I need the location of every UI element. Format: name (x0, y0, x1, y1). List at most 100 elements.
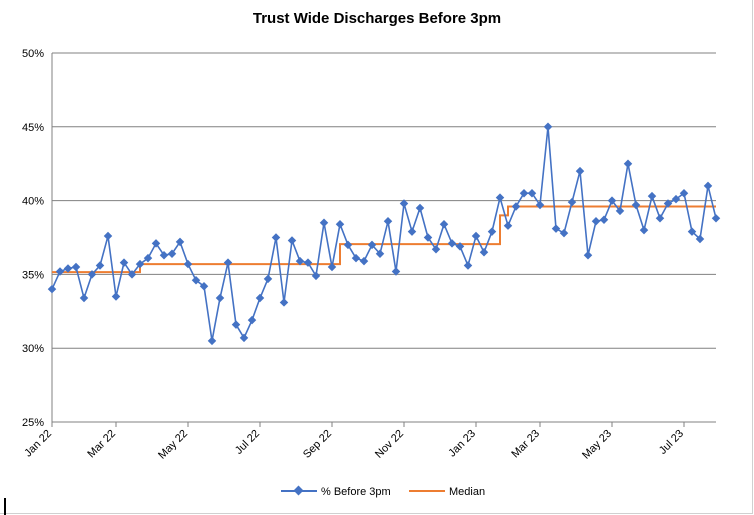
data-point (551, 224, 561, 233)
pct-series (47, 122, 721, 346)
data-point (103, 231, 113, 241)
data-point (631, 200, 641, 210)
data-point (135, 259, 145, 269)
median-line (52, 205, 716, 274)
data-point (623, 159, 633, 168)
y-tick-label: 50% (22, 48, 44, 60)
y-tick-label: 35% (22, 269, 44, 281)
data-point (183, 259, 193, 269)
data-point (455, 242, 465, 251)
legend: % Before 3pm Median (281, 485, 485, 498)
y-tick-label: 40% (22, 196, 44, 208)
data-point (487, 227, 497, 236)
chart-title: Trust Wide Discharges Before 3pm (252, 10, 502, 27)
data-point (463, 261, 473, 270)
data-point (599, 215, 609, 225)
x-axis-ticks: Jan 22 Mar 22 May 22 Jul 22 Sep 22 Nov 22 Jan … (22, 422, 686, 462)
data-point (407, 227, 417, 236)
y-tick-label: 30% (22, 343, 44, 355)
legend-median-label: Median (449, 486, 485, 498)
x-tick-label: Nov 22 (373, 428, 406, 461)
data-point (383, 217, 393, 226)
data-point (375, 249, 385, 258)
data-point (63, 264, 73, 273)
x-tick-label: Sep 22 (301, 428, 334, 461)
data-point (575, 166, 585, 176)
data-point (151, 239, 161, 248)
data-point (415, 203, 425, 213)
data-point (191, 276, 201, 285)
data-point (327, 262, 337, 272)
data-point (343, 240, 353, 250)
data-point (543, 122, 553, 132)
x-tick-label: Jan 23 (446, 428, 478, 460)
data-point (159, 250, 169, 260)
data-point (199, 281, 209, 291)
data-point (207, 336, 217, 346)
data-point (303, 258, 313, 267)
median-series (52, 205, 716, 274)
legend-pct-marker (293, 485, 304, 496)
data-point (511, 202, 521, 211)
legend-pct-label: % Before 3pm (321, 486, 391, 498)
data-point (559, 228, 569, 238)
data-point (583, 250, 593, 260)
x-tick-label: Jul 23 (657, 428, 686, 457)
data-point (55, 267, 65, 276)
data-point (703, 181, 713, 191)
edge-marker (4, 498, 6, 515)
data-point (143, 253, 153, 263)
data-point (287, 236, 297, 245)
data-point (87, 270, 97, 279)
x-tick-label: May 23 (580, 428, 614, 462)
y-tick-label: 45% (22, 122, 44, 134)
data-point (319, 218, 329, 227)
data-point (111, 292, 121, 301)
data-point (167, 249, 177, 258)
data-point (655, 214, 665, 223)
data-point (431, 245, 441, 254)
data-point (351, 253, 361, 263)
data-point (295, 256, 305, 266)
data-point (47, 284, 57, 294)
data-point (255, 293, 265, 303)
x-tick-label: Mar 23 (509, 428, 542, 461)
data-point (423, 233, 433, 242)
data-point (503, 221, 513, 230)
data-point (367, 240, 377, 250)
data-point (711, 214, 721, 223)
data-point (279, 298, 289, 307)
data-point (127, 270, 137, 279)
data-point (439, 219, 449, 229)
data-point (359, 256, 369, 266)
data-point (223, 258, 233, 267)
data-point (311, 271, 321, 281)
data-point (247, 315, 257, 325)
pct-line (51, 126, 717, 341)
data-point (391, 267, 401, 276)
x-tick-label: Jul 22 (233, 428, 262, 457)
data-point (335, 219, 345, 229)
data-point (239, 333, 249, 343)
y-axis-ticks: 25% 30% 35% 40% 45% 50% (22, 48, 44, 429)
data-point (447, 239, 457, 248)
y-tick-label: 25% (22, 417, 44, 429)
data-point (231, 320, 241, 329)
data-point (263, 274, 273, 284)
data-point (647, 191, 657, 201)
data-point (271, 233, 281, 242)
gridlines (51, 52, 716, 423)
data-point (495, 193, 505, 202)
data-point (71, 262, 81, 272)
x-tick-label: Mar 22 (85, 428, 118, 461)
data-point (79, 293, 89, 303)
x-tick-label: Jan 22 (22, 428, 54, 460)
data-point (639, 225, 649, 235)
data-point (399, 199, 409, 208)
data-point (119, 258, 129, 267)
data-point (591, 217, 601, 226)
data-point (479, 248, 489, 257)
data-point (519, 188, 529, 198)
